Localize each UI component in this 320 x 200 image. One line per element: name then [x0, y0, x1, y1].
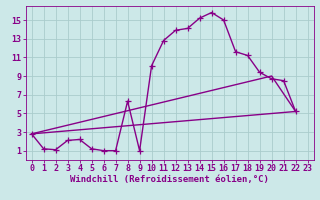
X-axis label: Windchill (Refroidissement éolien,°C): Windchill (Refroidissement éolien,°C) [70, 175, 269, 184]
